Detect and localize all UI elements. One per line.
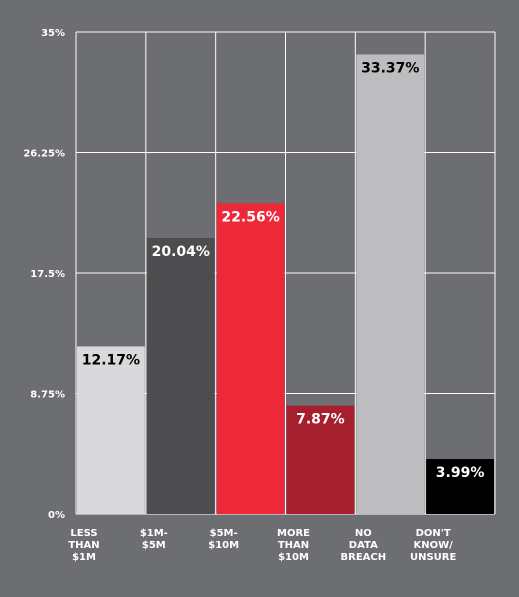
bar-value-label: 33.37% — [361, 60, 419, 76]
bar — [216, 203, 285, 514]
x-category-line: DATA — [349, 540, 378, 551]
bar-value-label: 20.04% — [152, 244, 210, 260]
x-category-line: KNOW/ — [414, 540, 454, 551]
bar-value-label: 3.99% — [436, 465, 485, 481]
x-category-label: DON'T KNOW/UNSURE — [410, 528, 457, 563]
bar — [146, 238, 215, 514]
bar — [286, 405, 355, 514]
bar-value-label: 12.17% — [82, 352, 140, 368]
bar — [426, 459, 494, 514]
y-tick-label: 35% — [41, 28, 65, 39]
grid-lines — [75, 31, 496, 515]
bar-value-label: 7.87% — [296, 412, 345, 428]
x-category-label: LESS THAN $1M — [68, 528, 99, 563]
y-tick-label: 8.75% — [30, 390, 65, 401]
x-category-line: DON'T — [416, 528, 451, 539]
x-category-line: $1M- — [140, 528, 168, 539]
x-category-line: $5M — [142, 540, 166, 551]
y-axis: 0% 8.75% 17.5% 26.25% 35% — [23, 28, 65, 521]
x-category-line: THAN — [278, 540, 309, 551]
x-category-line: $5M- — [210, 528, 238, 539]
bars — [77, 54, 494, 515]
bar — [356, 54, 425, 515]
x-category-line: $10M — [278, 552, 309, 563]
bar-value-label: 22.56% — [221, 209, 279, 225]
y-tick-label: 0% — [48, 510, 65, 521]
x-category-label: $1M-$5M — [140, 528, 168, 551]
x-category-line: LESS — [70, 528, 97, 539]
y-tick-label: 17.5% — [30, 269, 65, 280]
bar — [77, 346, 145, 514]
x-category-label: MORE THAN $10M — [277, 528, 310, 563]
x-category-line: MORE — [277, 528, 310, 539]
x-category-line: THAN — [68, 540, 99, 551]
x-category-label: $5M-$10M — [208, 528, 239, 551]
value-labels: 12.17% 20.04% 22.56% 7.87% 33.37% 3.99% — [82, 60, 485, 481]
y-tick-label: 26.25% — [23, 149, 65, 160]
x-category-label: NO DATA BREACH — [341, 528, 387, 563]
x-category-line: $1M — [72, 552, 96, 563]
x-category-line: UNSURE — [410, 552, 457, 563]
x-category-line: BREACH — [341, 552, 387, 563]
x-category-line: NO — [355, 528, 372, 539]
x-category-line: $10M — [208, 540, 239, 551]
